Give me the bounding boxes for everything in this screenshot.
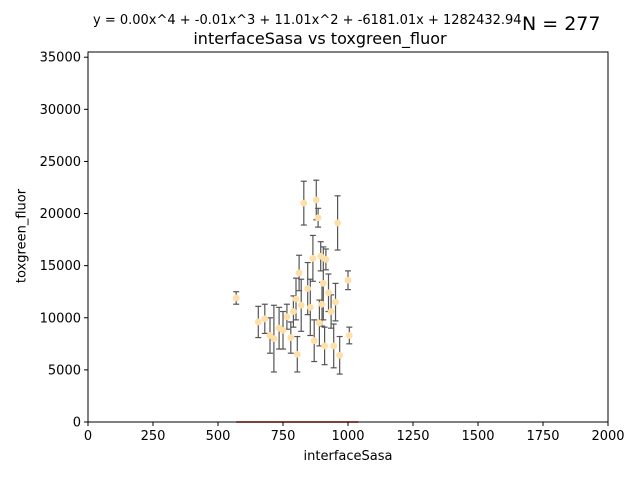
data-point (279, 326, 287, 334)
data-point (290, 308, 297, 315)
data-point (330, 342, 338, 350)
data-point (322, 256, 330, 263)
x-tick-label: 1750 (526, 429, 559, 444)
x-tick-label: 2000 (591, 429, 624, 444)
fit-equation: y = 0.00x^4 + -0.01x^3 + 11.01x^2 + -618… (93, 13, 522, 28)
data-point (319, 279, 327, 287)
data-point (345, 332, 353, 339)
data-point (304, 285, 312, 292)
scatter-points-layer (232, 196, 353, 359)
data-point (297, 301, 305, 309)
x-axis: 0 250 500 750 1000 1250 1500 1750 2000 (84, 422, 625, 444)
x-tick-label: 250 (141, 429, 166, 444)
y-tick-label: 0 (73, 416, 81, 431)
data-point (310, 337, 318, 345)
x-tick-label: 1000 (331, 429, 364, 444)
data-point (261, 315, 269, 323)
data-point (317, 252, 325, 260)
x-tick-label: 750 (271, 429, 296, 444)
data-point (327, 308, 335, 315)
data-point (309, 254, 317, 262)
data-point (321, 342, 328, 350)
data-point (270, 335, 278, 343)
plot-frame (87, 51, 609, 423)
y-axis: 0 5000 10000 15000 20000 25000 30000 35000 (40, 51, 88, 431)
data-point (316, 319, 323, 327)
data-point (295, 269, 303, 277)
data-point (332, 298, 339, 306)
y-tick-label: 25000 (40, 155, 81, 170)
y-tick-label: 35000 (40, 51, 81, 66)
sample-count: N = 277 (522, 13, 601, 35)
data-point (334, 219, 341, 227)
data-point (287, 334, 295, 341)
data-point (232, 294, 240, 302)
data-point (292, 295, 300, 303)
data-point (312, 196, 320, 204)
x-tick-label: 0 (84, 429, 92, 444)
data-point (306, 303, 314, 311)
data-point (336, 351, 344, 359)
x-tick-label: 1500 (461, 429, 494, 444)
data-point (283, 313, 291, 321)
data-point (300, 199, 308, 207)
chart-title: interfaceSasa vs toxgreen_fluor (193, 29, 447, 48)
y-tick-label: 30000 (40, 103, 81, 118)
data-point (318, 300, 326, 308)
data-point (344, 276, 352, 284)
data-point (293, 350, 301, 358)
data-point (314, 214, 322, 222)
x-tick-label: 1250 (396, 429, 429, 444)
y-tick-label: 20000 (40, 207, 81, 222)
y-axis-label: toxgreen_fluor (14, 188, 30, 284)
x-tick-label: 500 (206, 429, 231, 444)
data-point (325, 289, 332, 297)
y-tick-label: 10000 (40, 311, 81, 326)
y-tick-label: 5000 (48, 363, 81, 378)
y-tick-label: 15000 (40, 259, 81, 274)
data-point (254, 318, 262, 326)
x-axis-label: interfaceSasa (303, 449, 393, 464)
